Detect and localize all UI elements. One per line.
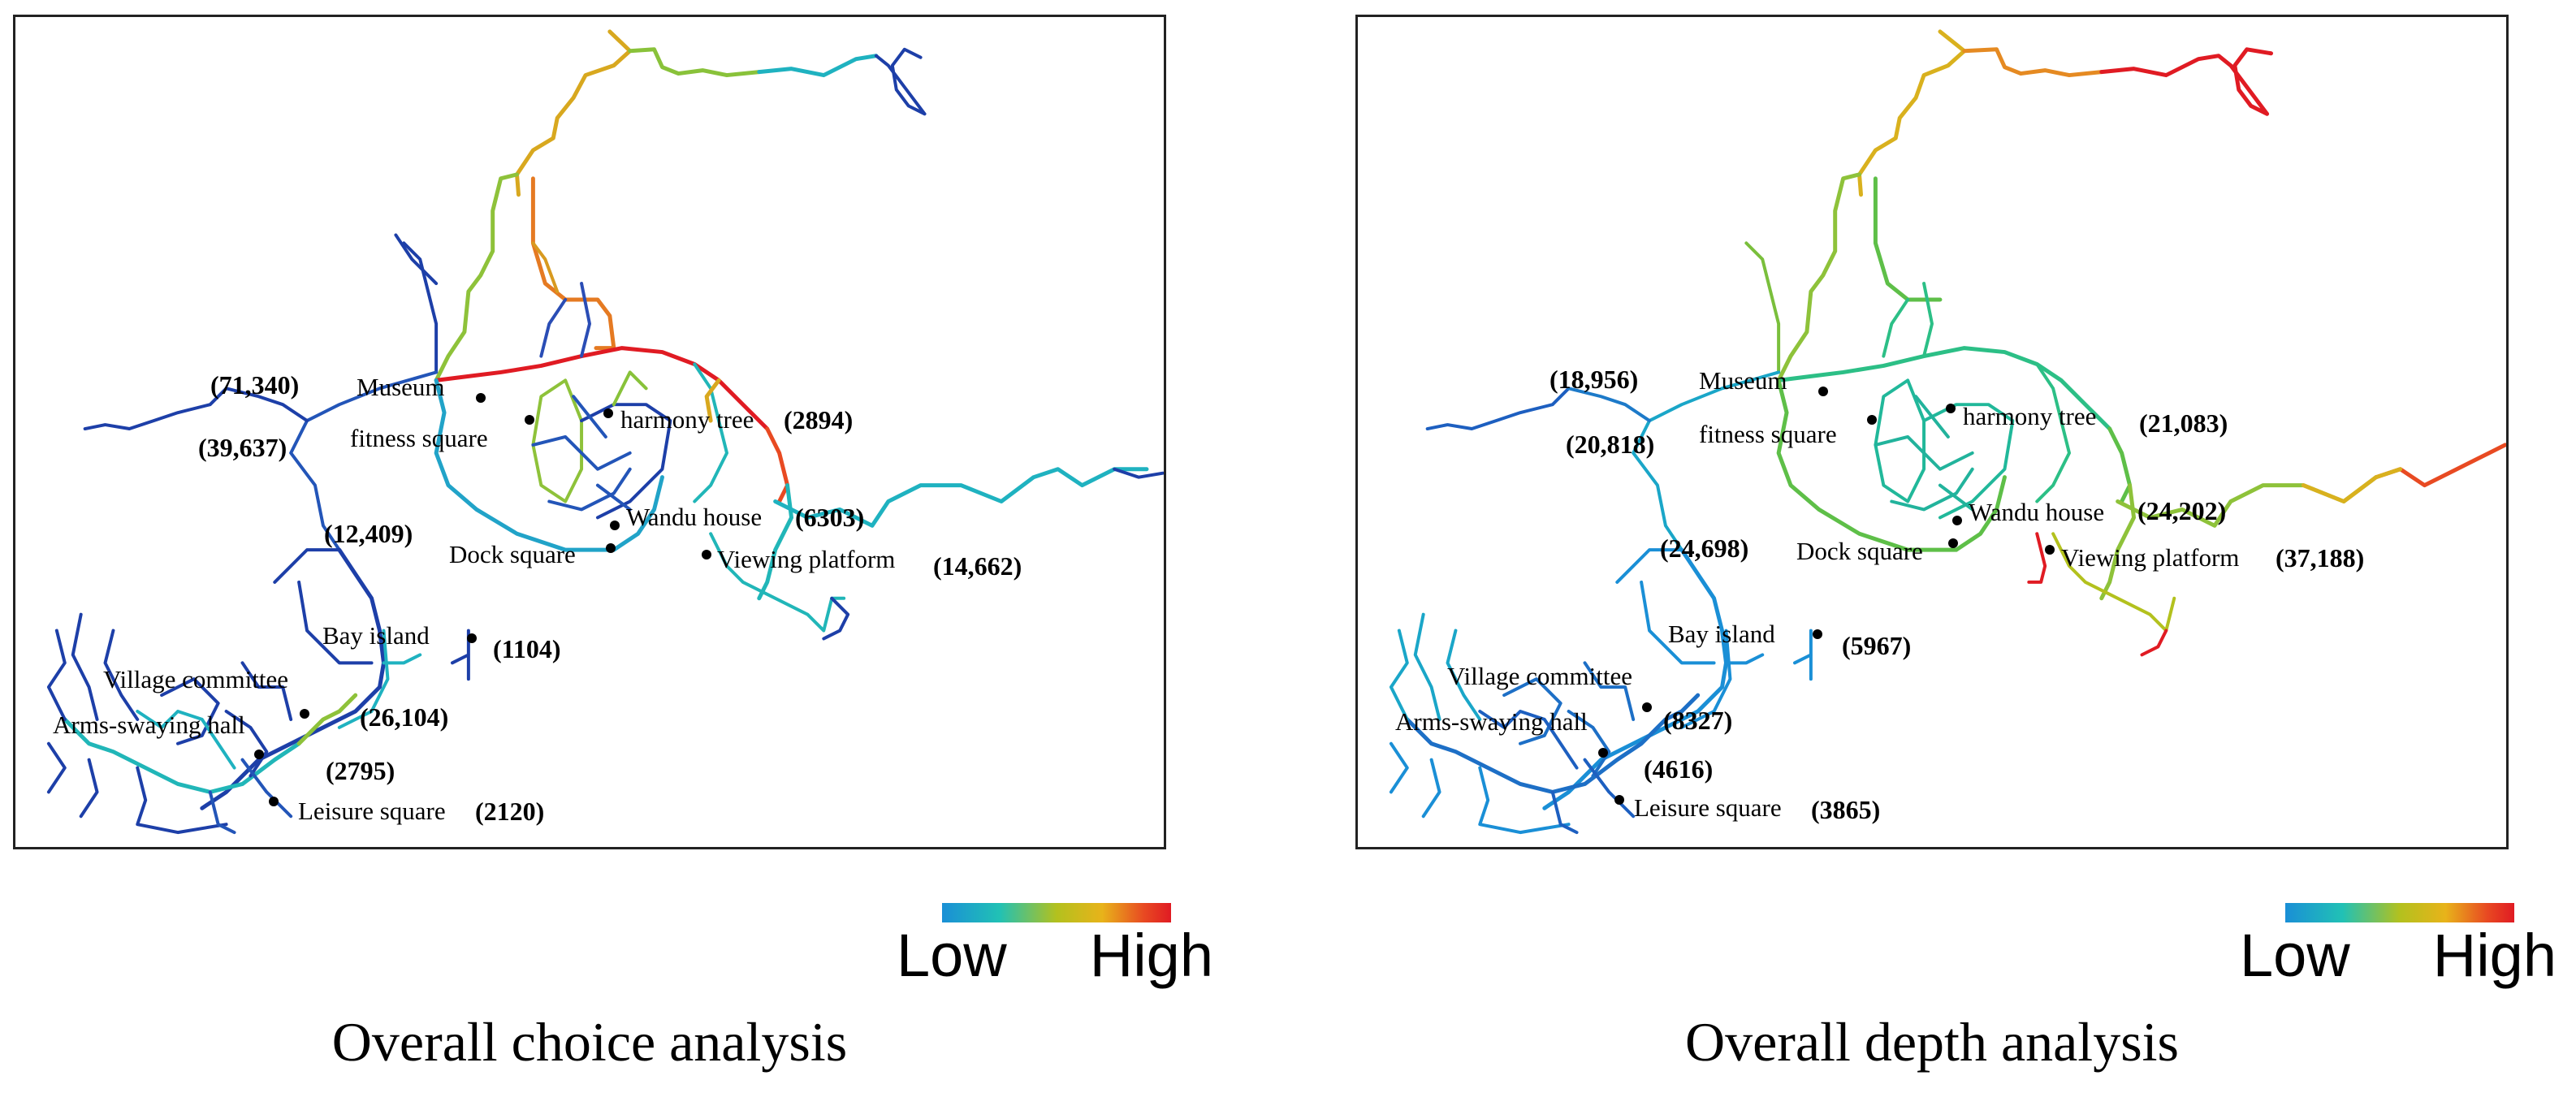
bay-island-value: (5967): [1842, 631, 1912, 660]
bay-island-marker: [1813, 629, 1822, 639]
arms-swaying-hall-label: Arms-swaying hall: [1395, 707, 1588, 736]
choice-network: [46, 29, 1164, 835]
depth-analysis-caption: Overall depth analysis: [1684, 1011, 2180, 1073]
leisure-square-value: (3865): [1811, 795, 1881, 824]
village-committee-label: Village committee: [1447, 662, 1632, 690]
harmony-tree-marker: [1946, 404, 1956, 413]
village-committee-value: (8327): [1663, 706, 1733, 735]
wandu-house-marker: [1952, 516, 1962, 525]
viewing-platform-value: (14,662): [933, 551, 1022, 581]
arms-swaying-hall-value: (2795): [326, 756, 395, 785]
museum-value: (18,956): [1549, 365, 1639, 394]
leisure-square-label: Leisure square: [298, 797, 446, 825]
depth-color-legend: Low High: [2240, 903, 2557, 986]
wandu-house-marker: [610, 521, 620, 530]
legend-low-label: Low: [2240, 922, 2350, 989]
fitness-square-marker: [1867, 415, 1877, 425]
village-committee-value: (26,104): [360, 702, 449, 732]
arms-swaying-hall-value: (4616): [1644, 754, 1714, 784]
bay-island-value: (1104): [493, 634, 561, 663]
legend-low-label: Low: [897, 922, 1007, 989]
depth-network: [1389, 29, 2506, 835]
museum-value: (71,340): [210, 370, 300, 400]
leisure-square-marker: [1614, 795, 1624, 805]
village-committee-marker: [1642, 702, 1652, 712]
leisure-square-marker: [269, 797, 279, 806]
fitness-square-label: fitness square: [350, 424, 488, 452]
choice-color-legend: Low High: [897, 903, 1213, 986]
legend-gradient-bar: [2285, 903, 2514, 922]
fitness-square-value: (39,637): [198, 433, 287, 462]
museum-label: Museum: [357, 373, 445, 401]
wandu-house-label: Wandu house: [626, 503, 763, 531]
leisure-square-label: Leisure square: [1634, 793, 1782, 822]
arms-swaying-hall-marker: [254, 750, 264, 759]
village-committee-label: Village committee: [103, 665, 288, 693]
fitness-square-label: fitness square: [1699, 420, 1837, 448]
harmony-tree-label: harmony tree: [1963, 402, 2097, 430]
dock-square-label: Dock square: [1796, 537, 1923, 565]
harmony-tree-value: (21,083): [2139, 408, 2228, 438]
bay-island-label: Bay island: [1668, 620, 1775, 648]
dock-square-marker: [606, 543, 616, 553]
viewing-platform-label: Viewing platform: [717, 545, 896, 573]
museum-label: Museum: [1699, 366, 1787, 395]
legend-high-label: High: [2432, 922, 2557, 989]
viewing-platform-marker: [702, 550, 711, 559]
museum-marker: [1818, 387, 1828, 396]
viewing-platform-label: Viewing platform: [2061, 543, 2240, 572]
choice-analysis-caption: Overall choice analysis: [331, 1011, 848, 1073]
dock-square-marker: [1948, 538, 1958, 548]
legend-high-label: High: [1089, 922, 1213, 989]
harmony-tree-label: harmony tree: [620, 405, 754, 434]
museum-marker: [476, 393, 486, 403]
legend-gradient-bar: [942, 903, 1171, 922]
choice-analysis-map: Museum (71,340) fitness square (39,637) …: [13, 15, 1166, 849]
wandu-house-value: (6303): [795, 503, 865, 532]
dock-square-value: (12,409): [324, 519, 413, 548]
bay-island-label: Bay island: [322, 621, 430, 650]
leisure-square-value: (2120): [475, 797, 545, 826]
bay-island-marker: [467, 633, 477, 643]
viewing-platform-marker: [2045, 545, 2055, 555]
wandu-house-value: (24,202): [2137, 496, 2227, 525]
depth-analysis-map: Museum (18,956) fitness square (20,818) …: [1355, 15, 2509, 849]
fitness-square-marker: [525, 415, 534, 425]
village-committee-marker: [300, 709, 309, 719]
viewing-platform-value: (37,188): [2276, 543, 2365, 572]
harmony-tree-marker: [603, 408, 613, 418]
arms-swaying-hall-marker: [1598, 748, 1608, 758]
harmony-tree-value: (2894): [784, 405, 854, 434]
dock-square-label: Dock square: [449, 540, 576, 568]
dock-square-value: (24,698): [1660, 534, 1749, 563]
fitness-square-value: (20,818): [1566, 430, 1655, 459]
wandu-house-label: Wandu house: [1969, 498, 2105, 526]
arms-swaying-hall-label: Arms-swaying hall: [53, 711, 245, 739]
